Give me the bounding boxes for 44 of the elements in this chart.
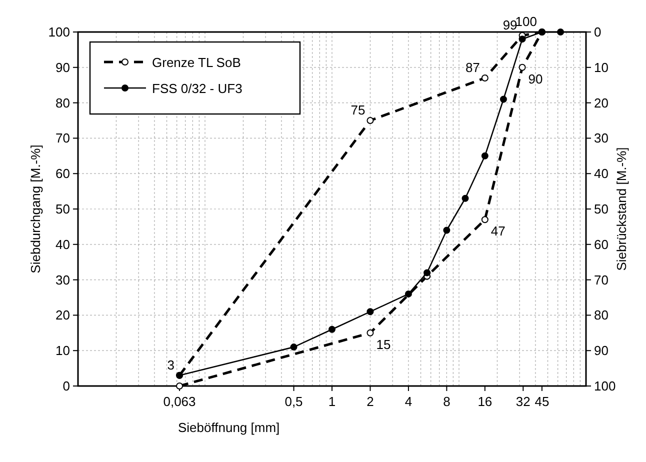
- y-tick-label: 70: [56, 130, 70, 146]
- y-axis-title: Siebdurchgang [M.-%]: [28, 144, 43, 274]
- x-axis-title: Sieböffnung [mm]: [178, 420, 280, 435]
- legend-label: Grenze TL SoB: [152, 55, 241, 70]
- annotation: 87: [465, 60, 480, 76]
- y-tick-label: 50: [56, 202, 70, 216]
- legend-label: FSS 0/32 - UF3: [152, 81, 242, 96]
- y2-tick-label: 0: [594, 24, 602, 40]
- y-tick-label: 90: [56, 60, 70, 75]
- y-tick-label: 80: [56, 95, 70, 110]
- y2-axis-title: Siebrückstand [M.-%]: [614, 147, 629, 271]
- y-tick-label: 30: [56, 272, 70, 288]
- y-tick-label: 0: [62, 378, 70, 394]
- x-tick-label: 45: [534, 394, 550, 409]
- annotation: 3: [167, 357, 175, 372]
- y2-tick-label: 20: [594, 95, 608, 110]
- annotation: 99: [502, 18, 518, 33]
- y2-tick-label: 10: [594, 60, 608, 75]
- x-tick-label: 8: [443, 394, 450, 409]
- x-tick-label: 1: [328, 394, 336, 409]
- annotation: 47: [490, 224, 506, 239]
- y-tick-label: 100: [48, 24, 70, 40]
- y-tick-label: 20: [56, 308, 70, 323]
- y-tick-label: 10: [56, 343, 70, 358]
- y2-tick-label: 90: [594, 343, 608, 358]
- y-tick-label: 40: [56, 236, 70, 252]
- x-tick-label: 2: [366, 394, 374, 409]
- annotation: 15: [376, 336, 391, 352]
- y-tick-label: 60: [56, 166, 70, 182]
- x-tick-label: 4: [404, 394, 412, 409]
- y2-tick-label: 50: [594, 202, 608, 216]
- annotation: 100: [515, 14, 537, 29]
- y2-tick-label: 70: [594, 272, 608, 288]
- y2-tick-label: 30: [594, 130, 608, 146]
- annotation: 75: [350, 102, 366, 118]
- x-tick-label: 0,5: [284, 394, 303, 409]
- y2-tick-label: 60: [594, 236, 608, 252]
- y2-tick-label: 40: [594, 166, 608, 182]
- x-tick-label: 0,063: [163, 394, 196, 409]
- annotation: 90: [528, 71, 543, 86]
- x-tick-label: 16: [478, 394, 492, 409]
- y2-tick-label: 80: [594, 308, 608, 323]
- x-tick-label: 32: [516, 394, 530, 409]
- y2-tick-label: 100: [594, 378, 616, 394]
